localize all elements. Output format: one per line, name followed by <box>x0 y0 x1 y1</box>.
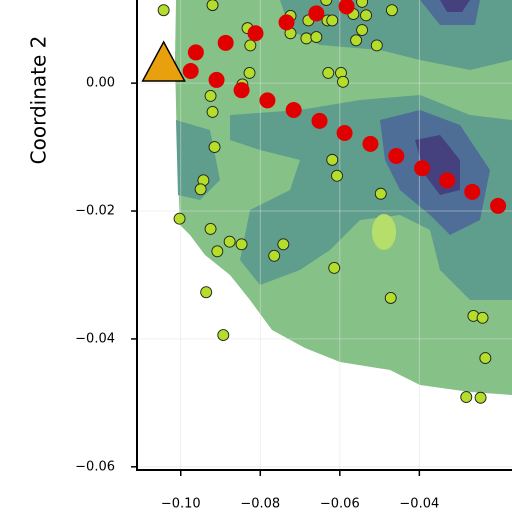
point <box>204 222 217 235</box>
x-tick-label: −0.08 <box>240 497 280 512</box>
y-tick-label: −0.02 <box>75 204 115 219</box>
x-tick-label: −0.10 <box>161 497 201 512</box>
point <box>464 183 481 200</box>
point <box>187 44 204 61</box>
point <box>173 212 186 225</box>
point <box>322 66 335 79</box>
point <box>311 112 328 129</box>
point <box>374 187 387 200</box>
point <box>206 0 219 12</box>
point <box>362 135 379 152</box>
triangle-marker <box>141 40 186 82</box>
point <box>217 329 230 342</box>
point <box>476 311 489 324</box>
point <box>384 292 397 304</box>
y-tick-label: −0.04 <box>75 331 115 346</box>
point <box>385 4 398 17</box>
point <box>247 25 264 42</box>
point <box>285 101 302 118</box>
point <box>233 82 250 99</box>
point <box>356 24 369 37</box>
point <box>356 0 369 8</box>
point <box>244 39 257 52</box>
point <box>243 66 256 79</box>
point <box>350 34 363 47</box>
point <box>182 62 199 79</box>
point <box>200 286 213 299</box>
point <box>370 39 383 52</box>
y-tick-label: −0.06 <box>75 459 115 474</box>
point <box>320 0 333 6</box>
contour-region <box>440 0 470 12</box>
point <box>439 172 456 189</box>
point <box>310 31 323 44</box>
x-tick-label: −0.06 <box>320 497 360 512</box>
point <box>206 105 219 118</box>
point <box>208 141 221 154</box>
point <box>414 160 431 177</box>
point <box>308 5 325 22</box>
point <box>277 238 290 251</box>
point <box>278 14 295 31</box>
point <box>326 153 339 166</box>
point <box>194 183 207 196</box>
point <box>336 125 353 142</box>
point <box>388 148 405 165</box>
contour <box>175 0 512 395</box>
point <box>360 9 373 22</box>
point <box>235 238 248 251</box>
x-tick-label: −0.04 <box>399 497 439 512</box>
point <box>211 245 224 258</box>
point <box>338 0 355 15</box>
point <box>157 4 170 17</box>
point <box>328 261 341 274</box>
point <box>259 92 276 109</box>
point <box>208 71 225 88</box>
point <box>268 249 281 262</box>
point <box>223 235 236 248</box>
point <box>474 391 487 404</box>
point <box>490 197 507 214</box>
point <box>204 89 217 102</box>
point <box>300 32 313 45</box>
point <box>479 352 492 365</box>
point <box>217 34 234 51</box>
y-axis-label: Coordinate 2 <box>27 36 51 165</box>
contour-region <box>372 214 396 250</box>
point <box>331 169 343 182</box>
point <box>337 75 349 88</box>
point <box>460 391 473 404</box>
point <box>326 14 339 27</box>
y-tick-label: 0.00 <box>86 76 115 91</box>
